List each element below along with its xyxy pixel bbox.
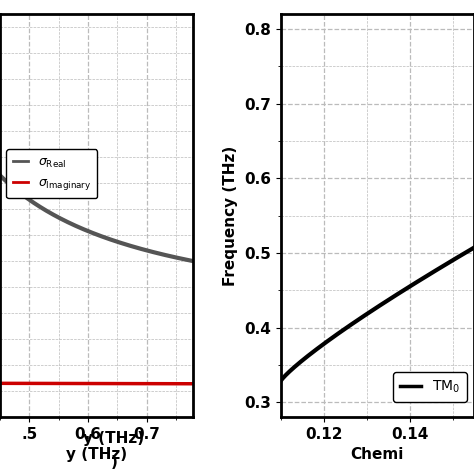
Y-axis label: Frequency (THz): Frequency (THz) [223,146,238,286]
Legend: $\mathrm{TM}_0$: $\mathrm{TM}_0$ [393,372,467,402]
Text: ): ) [110,455,117,470]
X-axis label: y (THz): y (THz) [66,447,128,463]
X-axis label: Chemi: Chemi [351,447,404,463]
Text: y (THz): y (THz) [83,431,144,446]
Legend: $\sigma_\mathregular{Real}$, $\sigma_\mathregular{Imaginary}$: $\sigma_\mathregular{Real}$, $\sigma_\ma… [6,149,97,198]
